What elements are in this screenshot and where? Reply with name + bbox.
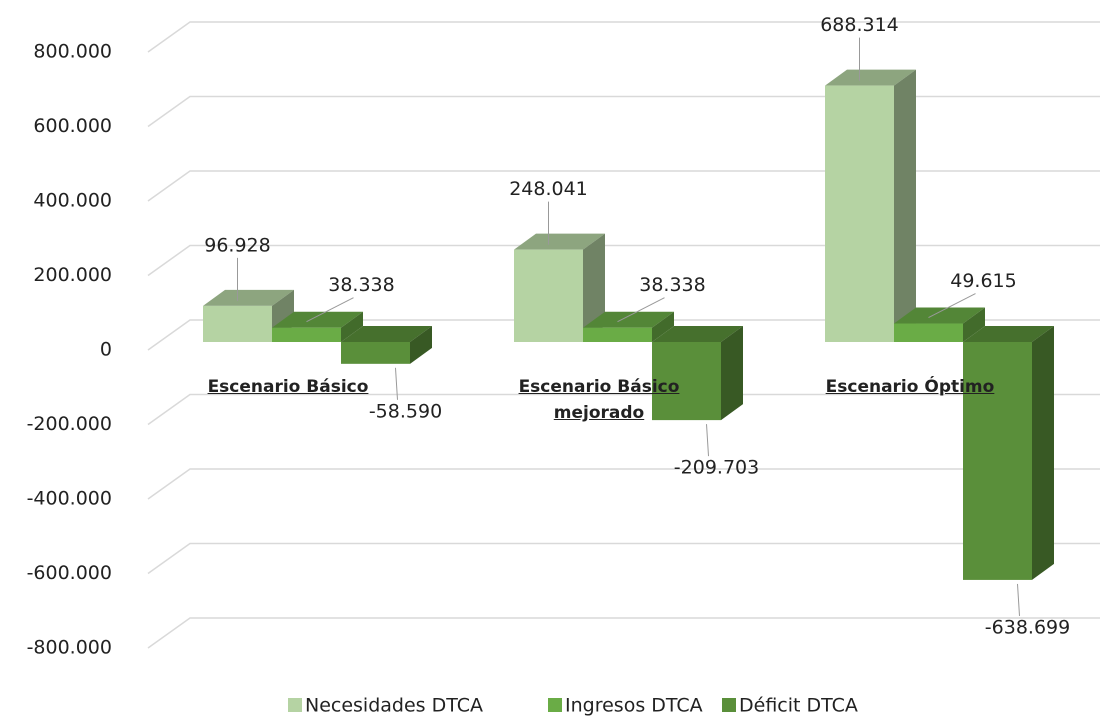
data-label: 38.338 bbox=[328, 274, 394, 296]
data-label: -209.703 bbox=[674, 457, 759, 479]
legend-label: Necesidades DTCA bbox=[305, 695, 483, 717]
bar-front bbox=[825, 85, 894, 343]
leader-line bbox=[395, 367, 398, 400]
legend-swatch bbox=[722, 698, 736, 712]
x-tick-label: Escenario Básico mejorado bbox=[518, 377, 680, 423]
y-tick-label: 200.000 bbox=[33, 264, 112, 286]
bar-top bbox=[203, 289, 294, 306]
bar bbox=[341, 326, 432, 364]
legend-label: Déficit DTCA bbox=[739, 695, 858, 717]
bar bbox=[825, 69, 916, 343]
grid-line bbox=[147, 21, 1100, 53]
grid-line bbox=[147, 468, 1100, 500]
y-tick-label: -800.000 bbox=[27, 637, 112, 659]
bar-side bbox=[963, 307, 985, 342]
data-label: 688.314 bbox=[820, 14, 899, 36]
bar-top bbox=[341, 326, 432, 342]
bar-front bbox=[963, 342, 1032, 580]
grid-line bbox=[147, 542, 1100, 575]
leader-line bbox=[306, 297, 354, 323]
bar bbox=[894, 307, 985, 342]
bar-top bbox=[963, 326, 1054, 342]
bar-top bbox=[652, 326, 743, 342]
data-label: 49.615 bbox=[950, 270, 1016, 292]
y-tick-label: 800.000 bbox=[33, 41, 112, 63]
legend-swatch bbox=[548, 698, 562, 712]
bar-top bbox=[272, 311, 363, 328]
grid-line bbox=[147, 393, 1100, 426]
leader-line bbox=[706, 424, 709, 457]
bar-top bbox=[825, 69, 916, 86]
bar-top bbox=[894, 307, 985, 324]
x-tick-label: Escenario Óptimo bbox=[825, 377, 995, 397]
bar-side bbox=[1032, 326, 1054, 580]
bar bbox=[963, 326, 1054, 580]
y-tick-label: 0 bbox=[100, 339, 112, 361]
legend-swatch bbox=[288, 698, 302, 712]
y-tick-label: -600.000 bbox=[27, 562, 112, 584]
y-tick-label: -400.000 bbox=[27, 488, 112, 510]
x-tick-label: Escenario Básico bbox=[207, 377, 369, 397]
bar-side bbox=[894, 69, 916, 343]
grid-line bbox=[147, 244, 1100, 277]
bar bbox=[583, 311, 674, 342]
grid-line bbox=[147, 617, 1100, 649]
bar bbox=[652, 326, 743, 421]
data-label: 248.041 bbox=[509, 178, 588, 200]
y-tick-label: -200.000 bbox=[27, 413, 112, 435]
bar-front bbox=[894, 323, 963, 342]
bar bbox=[272, 311, 363, 342]
y-tick-label: 600.000 bbox=[33, 115, 112, 137]
bar-side bbox=[652, 311, 674, 342]
bar-side bbox=[341, 311, 363, 342]
bar-side bbox=[583, 233, 605, 342]
y-tick-label: 400.000 bbox=[33, 190, 112, 212]
data-label: -638.699 bbox=[985, 616, 1070, 638]
bar-front bbox=[583, 327, 652, 342]
legend-label: Ingresos DTCA bbox=[565, 695, 703, 717]
leader-line bbox=[928, 293, 976, 318]
data-label: 96.928 bbox=[204, 234, 270, 256]
bar-front bbox=[514, 249, 583, 342]
bar-front bbox=[341, 342, 410, 364]
bar-front bbox=[272, 327, 341, 342]
grid-line bbox=[147, 170, 1100, 202]
data-label: -58.590 bbox=[369, 400, 442, 422]
data-label: 38.338 bbox=[639, 274, 705, 296]
leader-line bbox=[1017, 583, 1020, 616]
bar-top bbox=[583, 311, 674, 328]
bar-front bbox=[652, 342, 721, 421]
bar bbox=[514, 233, 605, 342]
leader-line bbox=[617, 297, 665, 323]
grid-line bbox=[147, 319, 1100, 351]
bar-front bbox=[203, 305, 272, 342]
grid-line bbox=[147, 95, 1100, 128]
bar-top bbox=[514, 233, 605, 250]
bar-side bbox=[721, 326, 743, 421]
bar-side bbox=[410, 326, 432, 364]
